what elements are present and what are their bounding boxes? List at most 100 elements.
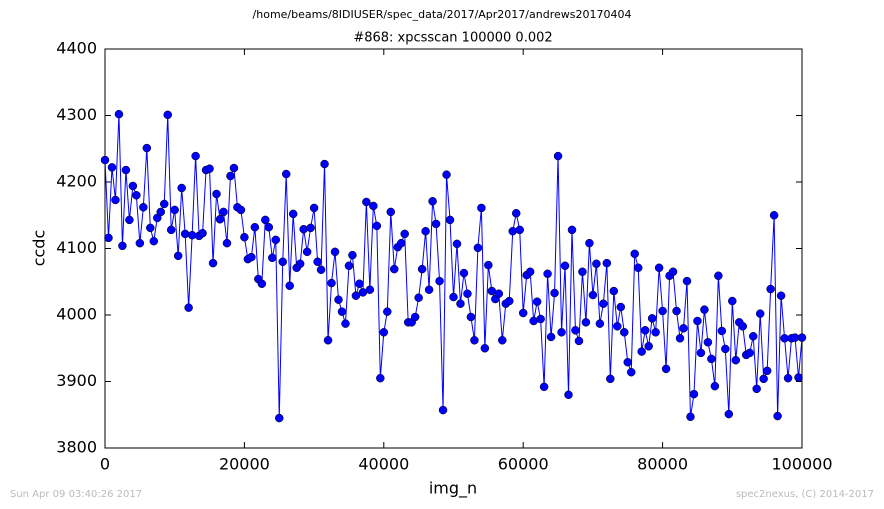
data-point xyxy=(334,295,343,304)
x-tick-label: 80000 xyxy=(637,455,688,474)
data-point xyxy=(166,225,176,235)
data-point xyxy=(208,258,218,268)
data-point xyxy=(369,201,378,211)
data-point xyxy=(623,357,632,367)
data-point xyxy=(672,306,681,316)
x-tick-label: 100000 xyxy=(771,455,832,474)
x-axis-label: img_n xyxy=(429,479,477,499)
data-point xyxy=(261,215,270,225)
data-point xyxy=(578,267,587,277)
data-point xyxy=(212,189,221,199)
data-point xyxy=(438,405,448,415)
data-point xyxy=(588,290,598,300)
data-point xyxy=(532,297,542,306)
data-point xyxy=(107,163,117,172)
data-point xyxy=(306,223,315,233)
data-point xyxy=(414,293,423,302)
data-point xyxy=(752,384,761,394)
data-point xyxy=(121,165,131,175)
data-point xyxy=(613,322,622,331)
data-point xyxy=(776,291,786,300)
data-point xyxy=(633,263,643,273)
data-point xyxy=(383,307,392,316)
data-point xyxy=(769,211,779,220)
data-point xyxy=(421,226,430,236)
data-point xyxy=(163,110,172,120)
data-point xyxy=(372,221,382,231)
data-point xyxy=(679,324,688,333)
data-point xyxy=(762,366,772,376)
data-point xyxy=(320,159,329,169)
data-point xyxy=(386,207,396,217)
footer-right: spec2nexus, (C) 2014-2017 xyxy=(736,489,874,500)
data-point xyxy=(215,214,225,224)
data-point xyxy=(128,181,138,191)
data-point xyxy=(508,226,517,236)
data-point xyxy=(571,326,580,335)
data-point xyxy=(738,322,748,331)
data-point xyxy=(626,367,636,377)
data-point xyxy=(602,258,612,268)
data-point xyxy=(295,259,305,269)
data-point xyxy=(111,195,120,205)
x-tick-label: 0 xyxy=(100,455,110,474)
data-point xyxy=(574,336,584,346)
data-point xyxy=(376,373,385,383)
data-point xyxy=(396,238,406,248)
data-point xyxy=(616,302,626,312)
y-axis-label: ccdc xyxy=(30,230,49,267)
data-point xyxy=(149,236,159,246)
data-point xyxy=(640,326,650,335)
data-point xyxy=(410,312,420,322)
x-tick-label: 40000 xyxy=(358,455,409,474)
data-point xyxy=(710,381,720,391)
y-tick-label: 4100 xyxy=(56,238,97,257)
data-point xyxy=(721,344,730,354)
data-point xyxy=(536,314,545,324)
data-point xyxy=(693,316,702,326)
y-tick-label: 4200 xyxy=(56,172,97,191)
data-point xyxy=(278,257,287,267)
data-point xyxy=(139,203,148,212)
data-point xyxy=(247,252,256,262)
x-tick-label: 60000 xyxy=(498,455,549,474)
data-point xyxy=(755,309,765,318)
data-point xyxy=(184,303,193,312)
data-point xyxy=(132,191,141,200)
data-point xyxy=(348,250,357,260)
data-point xyxy=(309,203,319,213)
data-point xyxy=(240,232,249,242)
data-point xyxy=(560,261,570,271)
data-point xyxy=(275,413,284,423)
data-point xyxy=(173,251,183,261)
data-point xyxy=(449,292,458,302)
data-point xyxy=(658,306,667,316)
data-point xyxy=(379,328,389,337)
data-point xyxy=(525,267,535,277)
data-point xyxy=(417,264,427,274)
data-point xyxy=(550,288,559,298)
data-point xyxy=(463,289,472,298)
data-point xyxy=(494,289,504,298)
data-point xyxy=(257,279,267,288)
data-point xyxy=(142,143,152,153)
data-point xyxy=(700,305,709,314)
data-point xyxy=(170,205,179,215)
data-point xyxy=(637,347,646,356)
data-point xyxy=(355,279,364,288)
data-point xyxy=(595,319,605,328)
suptitle: /home/beams/8IDIUSER/spec_data/2017/Apr2… xyxy=(253,8,632,21)
data-point xyxy=(180,229,190,239)
data-point xyxy=(553,151,563,161)
data-point xyxy=(539,382,549,392)
data-point xyxy=(302,247,312,257)
data-point xyxy=(703,338,713,347)
data-point xyxy=(330,247,340,257)
data-point xyxy=(219,207,228,217)
data-point xyxy=(337,307,347,316)
data-point xyxy=(459,268,469,278)
data-point xyxy=(341,319,350,328)
data-point xyxy=(424,285,434,294)
